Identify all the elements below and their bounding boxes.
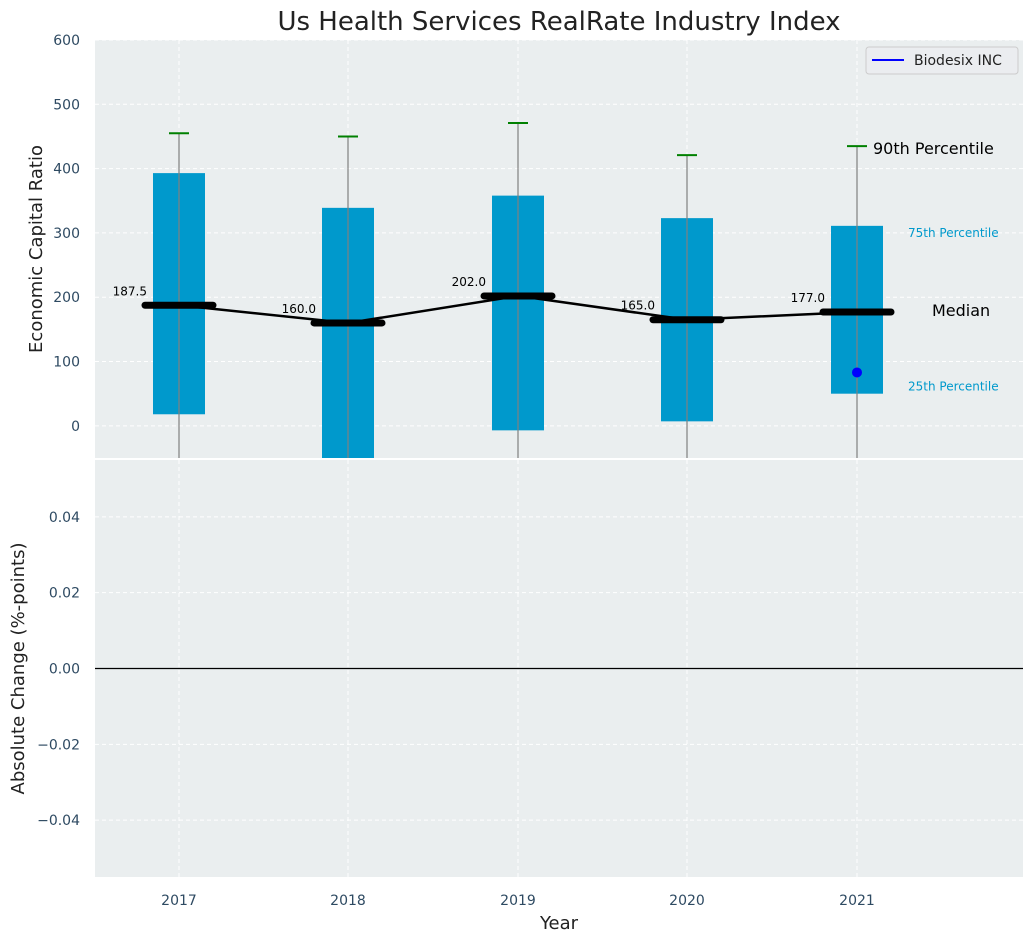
x-tick-label: 2018: [330, 893, 366, 909]
top-y-tick-label: 100: [53, 355, 80, 371]
annotation-90th-percentile: 90th Percentile: [873, 139, 994, 158]
top-y-axis-label: Economic Capital Ratio: [26, 145, 47, 353]
x-tick-label: 2019: [500, 893, 536, 909]
bottom-y-tick-label: 0.00: [49, 662, 80, 678]
top-y-tick-label: 500: [53, 97, 80, 113]
x-tick-label: 2020: [669, 893, 705, 909]
median-value-label: 202.0: [452, 275, 486, 289]
legend-box: [865, 46, 1019, 75]
top-y-tick-label: 0: [71, 419, 80, 435]
top-panel-background: [95, 40, 1023, 458]
median-value-label: 187.5: [113, 284, 147, 298]
x-tick-label: 2017: [161, 893, 197, 909]
top-y-tick-label: 600: [53, 33, 80, 49]
bottom-y-tick-label: −0.04: [37, 813, 80, 829]
annotation-median: Median: [932, 301, 990, 320]
top-y-tick-label: 200: [53, 290, 80, 306]
legend-label: Biodesix INC: [914, 53, 1002, 69]
top-y-tick-label: 300: [53, 226, 80, 242]
median-value-label: 160.0: [282, 302, 316, 316]
annotation-75th-percentile: 75th Percentile: [908, 226, 999, 240]
x-tick-label: 2021: [839, 893, 875, 909]
bottom-y-axis-label: Absolute Change (%-points): [8, 543, 29, 795]
company-data-point: [852, 367, 862, 378]
median-value-label: 165.0: [621, 299, 655, 313]
bottom-y-tick-label: −0.02: [37, 737, 80, 753]
median-value-label: 177.0: [791, 291, 825, 305]
chart-title: Us Health Services RealRate Industry Ind…: [277, 7, 840, 37]
top-y-tick-label: 400: [53, 162, 80, 178]
annotation-25th-percentile: 25th Percentile: [908, 380, 999, 394]
bottom-y-tick-label: 0.04: [49, 510, 80, 526]
bottom-y-tick-label: 0.02: [49, 586, 80, 602]
x-axis-label: Year: [539, 913, 579, 934]
